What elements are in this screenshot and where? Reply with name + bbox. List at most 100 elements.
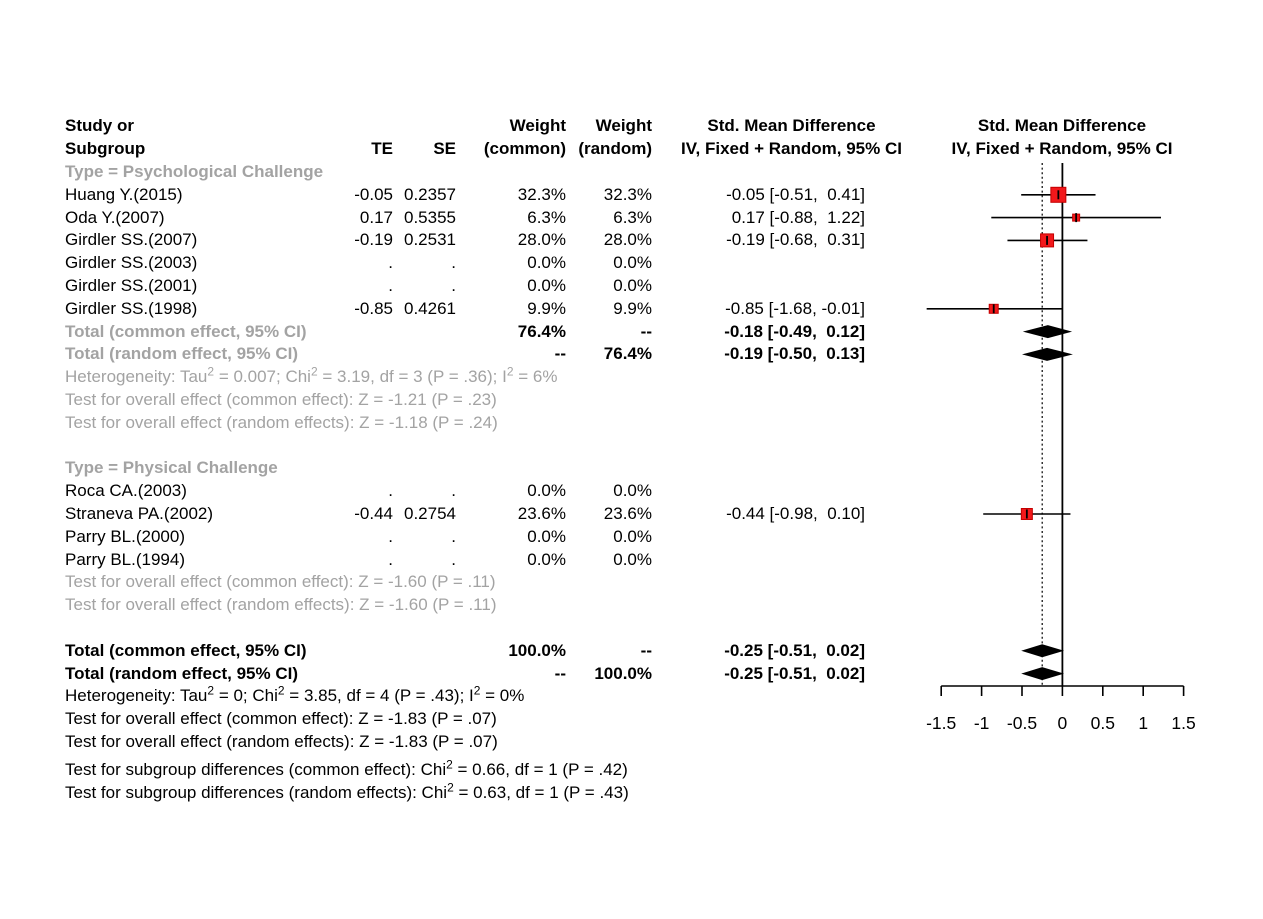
study-label: Straneva PA.(2002) (65, 504, 214, 523)
weight-random-value: 0.0% (613, 276, 652, 295)
x-axis-tick-label: 0.5 (1091, 713, 1115, 733)
table-row: Girdler SS.(2007) -0.19 0.2531 28.0% 28.0% -0… (0, 229, 1263, 251)
subgroup-title: Type = Psychological Challenge (65, 162, 324, 181)
table-row: Straneva PA.(2002) -0.44 0.2754 23.6% 23.6% -… (0, 503, 1263, 525)
table-row: Girdler SS.(2001).. 0.0% 0.0% (0, 275, 1263, 297)
study-label: Parry BL.(2000) (65, 526, 185, 546)
weight-common-value: 23.6% (517, 504, 566, 523)
stat-note: Test for subgroup differences (common ef… (65, 757, 628, 779)
se-value: 0.2357 (404, 184, 456, 204)
col-header-subgroup: Subgroup (65, 139, 146, 158)
weight-random-value: 0.0% (613, 481, 652, 501)
weight-random-value: 6.3% (613, 207, 652, 227)
study-label: Huang Y.(2015) (65, 184, 183, 204)
col-header-weight-common: Weight (509, 116, 566, 135)
subtotal-label: Total (random effect, 95% CI) (65, 344, 298, 364)
table-row: Roca CA.(2003).. 0.0% 0.0% (0, 480, 1263, 502)
weight-random-value: -- (640, 321, 652, 341)
x-axis-tick-label: 1.5 (1171, 713, 1195, 733)
table-row: Girdler SS.(1998) -0.85 0.4261 9.9% 9.9% -0.8… (0, 298, 1263, 320)
col-header-weight-random: Weight (595, 116, 652, 135)
table-row: Test for overall effect (random effects)… (0, 731, 1263, 753)
total-label: Total (common effect, 95% CI) (65, 640, 307, 660)
weight-random-value: 76.4% (603, 344, 652, 364)
se-value: . (451, 481, 456, 501)
smd-ci-value: -0.19 [-0.50, 0.13] (724, 344, 865, 364)
pooled-diamond (1022, 347, 1073, 361)
weight-common-value: -- (554, 344, 566, 364)
table-row: Type = Psychological Challenge (0, 161, 1263, 183)
se-value: 0.4261 (404, 298, 456, 318)
study-label: Girdler SS.(2001) (65, 276, 198, 295)
weight-common-value: 0.0% (527, 549, 566, 569)
se-value: 0.2531 (404, 230, 456, 250)
table-row: Test for overall effect (random effects)… (0, 594, 1263, 616)
se-value: . (451, 253, 456, 273)
total-label: Total (random effect, 95% CI) (65, 663, 298, 683)
pooled-diamond (1022, 325, 1073, 339)
table-row: Total (common effect, 95% CI) 100.0% -- -0.… (0, 640, 1263, 662)
weight-random-value: 23.6% (603, 504, 652, 523)
col-header-se: SE (433, 139, 456, 158)
table-row: Total (common effect, 95% CI) 76.4% -- -0.1… (0, 321, 1263, 343)
smd-ci-value: -0.25 [-0.51, 0.02] (724, 663, 865, 683)
table-row: Test for overall effect (common effect):… (0, 571, 1263, 593)
stat-note: Heterogeneity: Tau2 = 0; Chi2 = 3.85, df… (65, 683, 525, 706)
te-value: -0.05 (354, 184, 393, 204)
subgroup-title: Type = Physical Challenge (65, 458, 278, 478)
study-label: Girdler SS.(1998) (65, 298, 198, 318)
col-header-plot-model: IV, Fixed + Random, 95% CI (951, 139, 1173, 158)
x-axis-tick-label: -1 (974, 713, 990, 733)
se-value: . (451, 276, 456, 295)
te-value: . (388, 481, 393, 501)
stat-note: Test for overall effect (random effects)… (65, 412, 498, 432)
table-row: Test for subgroup differences (random ef… (0, 781, 1263, 804)
col-header-smd: Std. Mean Difference (707, 116, 876, 135)
weight-common-value: -- (554, 663, 566, 683)
weight-random-value: 9.9% (613, 298, 652, 318)
x-axis-tick-label: -1.5 (926, 713, 956, 733)
se-value: 0.5355 (404, 207, 456, 227)
se-value: . (451, 526, 456, 546)
table-row: Huang Y.(2015) -0.05 0.2357 32.3% 32.3% -0.05… (0, 184, 1263, 206)
col-header-weight-common-2: (common) (483, 139, 566, 158)
pooled-diamond (1021, 644, 1065, 658)
weight-common-value: 76.4% (517, 321, 566, 341)
col-header-smd-model: IV, Fixed + Random, 95% CI (681, 139, 902, 158)
stat-note: Test for overall effect (common effect):… (65, 709, 497, 729)
weight-random-value: 0.0% (613, 549, 652, 569)
weight-common-value: 6.3% (527, 207, 566, 227)
col-header-weight-random-2: (random) (578, 139, 652, 158)
stat-note: Test for overall effect (random effects)… (65, 732, 498, 751)
col-header-plot: Std. Mean Difference (977, 116, 1147, 135)
table-row: Parry BL.(1994).. 0.0% 0.0% (0, 549, 1263, 571)
se-value: 0.2754 (404, 504, 456, 523)
table-row: Oda Y.(2007) 0.17 0.5355 6.3% 6.3% 0.17 [-0.8… (0, 207, 1263, 229)
weight-common-value: 32.3% (517, 184, 566, 204)
weight-common-value: 28.0% (517, 230, 566, 250)
col-header-study: Study or (65, 116, 134, 135)
table-header-line2: Subgroup TE SE (common) (random) IV, Fix… (0, 138, 1263, 160)
te-value: -0.85 (354, 298, 393, 318)
table-row: Total (random effect, 95% CI) -- 100.0% -0.… (0, 663, 1263, 685)
te-value: . (388, 253, 393, 273)
smd-ci-value: -0.85 [-1.68, -0.01] (725, 298, 865, 318)
te-value: . (388, 276, 393, 295)
weight-common-value: 0.0% (527, 481, 566, 501)
table-row: Test for overall effect (common effect):… (0, 708, 1263, 730)
table-row: Test for subgroup differences (common ef… (0, 757, 1263, 781)
subtotal-label: Total (common effect, 95% CI) (65, 321, 307, 341)
table-row: Total (random effect, 95% CI) -- 76.4% -0.1… (0, 343, 1263, 365)
study-label: Girdler SS.(2007) (65, 230, 198, 250)
smd-ci-value: 0.17 [-0.88, 1.22] (731, 207, 865, 227)
weight-random-value: 32.3% (603, 184, 652, 204)
te-value: 0.17 (359, 207, 393, 227)
stat-note: Test for overall effect (common effect):… (65, 572, 496, 592)
stat-note: Heterogeneity: Tau2 = 0.007; Chi2 = 3.19… (65, 364, 558, 387)
smd-ci-value: -0.25 [-0.51, 0.02] (724, 640, 865, 660)
weight-common-value: 9.9% (527, 298, 566, 318)
pooled-diamond (1021, 667, 1065, 681)
weight-random-value: 100.0% (594, 663, 652, 683)
